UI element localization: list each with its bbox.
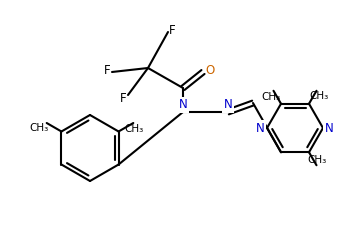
Text: CH₃: CH₃ <box>29 123 48 133</box>
Text: N: N <box>325 122 333 135</box>
Text: F: F <box>120 92 126 104</box>
Text: CH₃: CH₃ <box>308 155 327 165</box>
Text: N: N <box>256 122 264 135</box>
Text: F: F <box>169 25 175 38</box>
Text: F: F <box>104 65 110 77</box>
Text: CH₃: CH₃ <box>309 91 328 101</box>
Text: O: O <box>205 65 215 77</box>
Text: N: N <box>224 99 232 112</box>
Text: N: N <box>178 99 187 112</box>
Text: CH₃: CH₃ <box>125 124 144 134</box>
Text: CH₃: CH₃ <box>261 92 280 102</box>
